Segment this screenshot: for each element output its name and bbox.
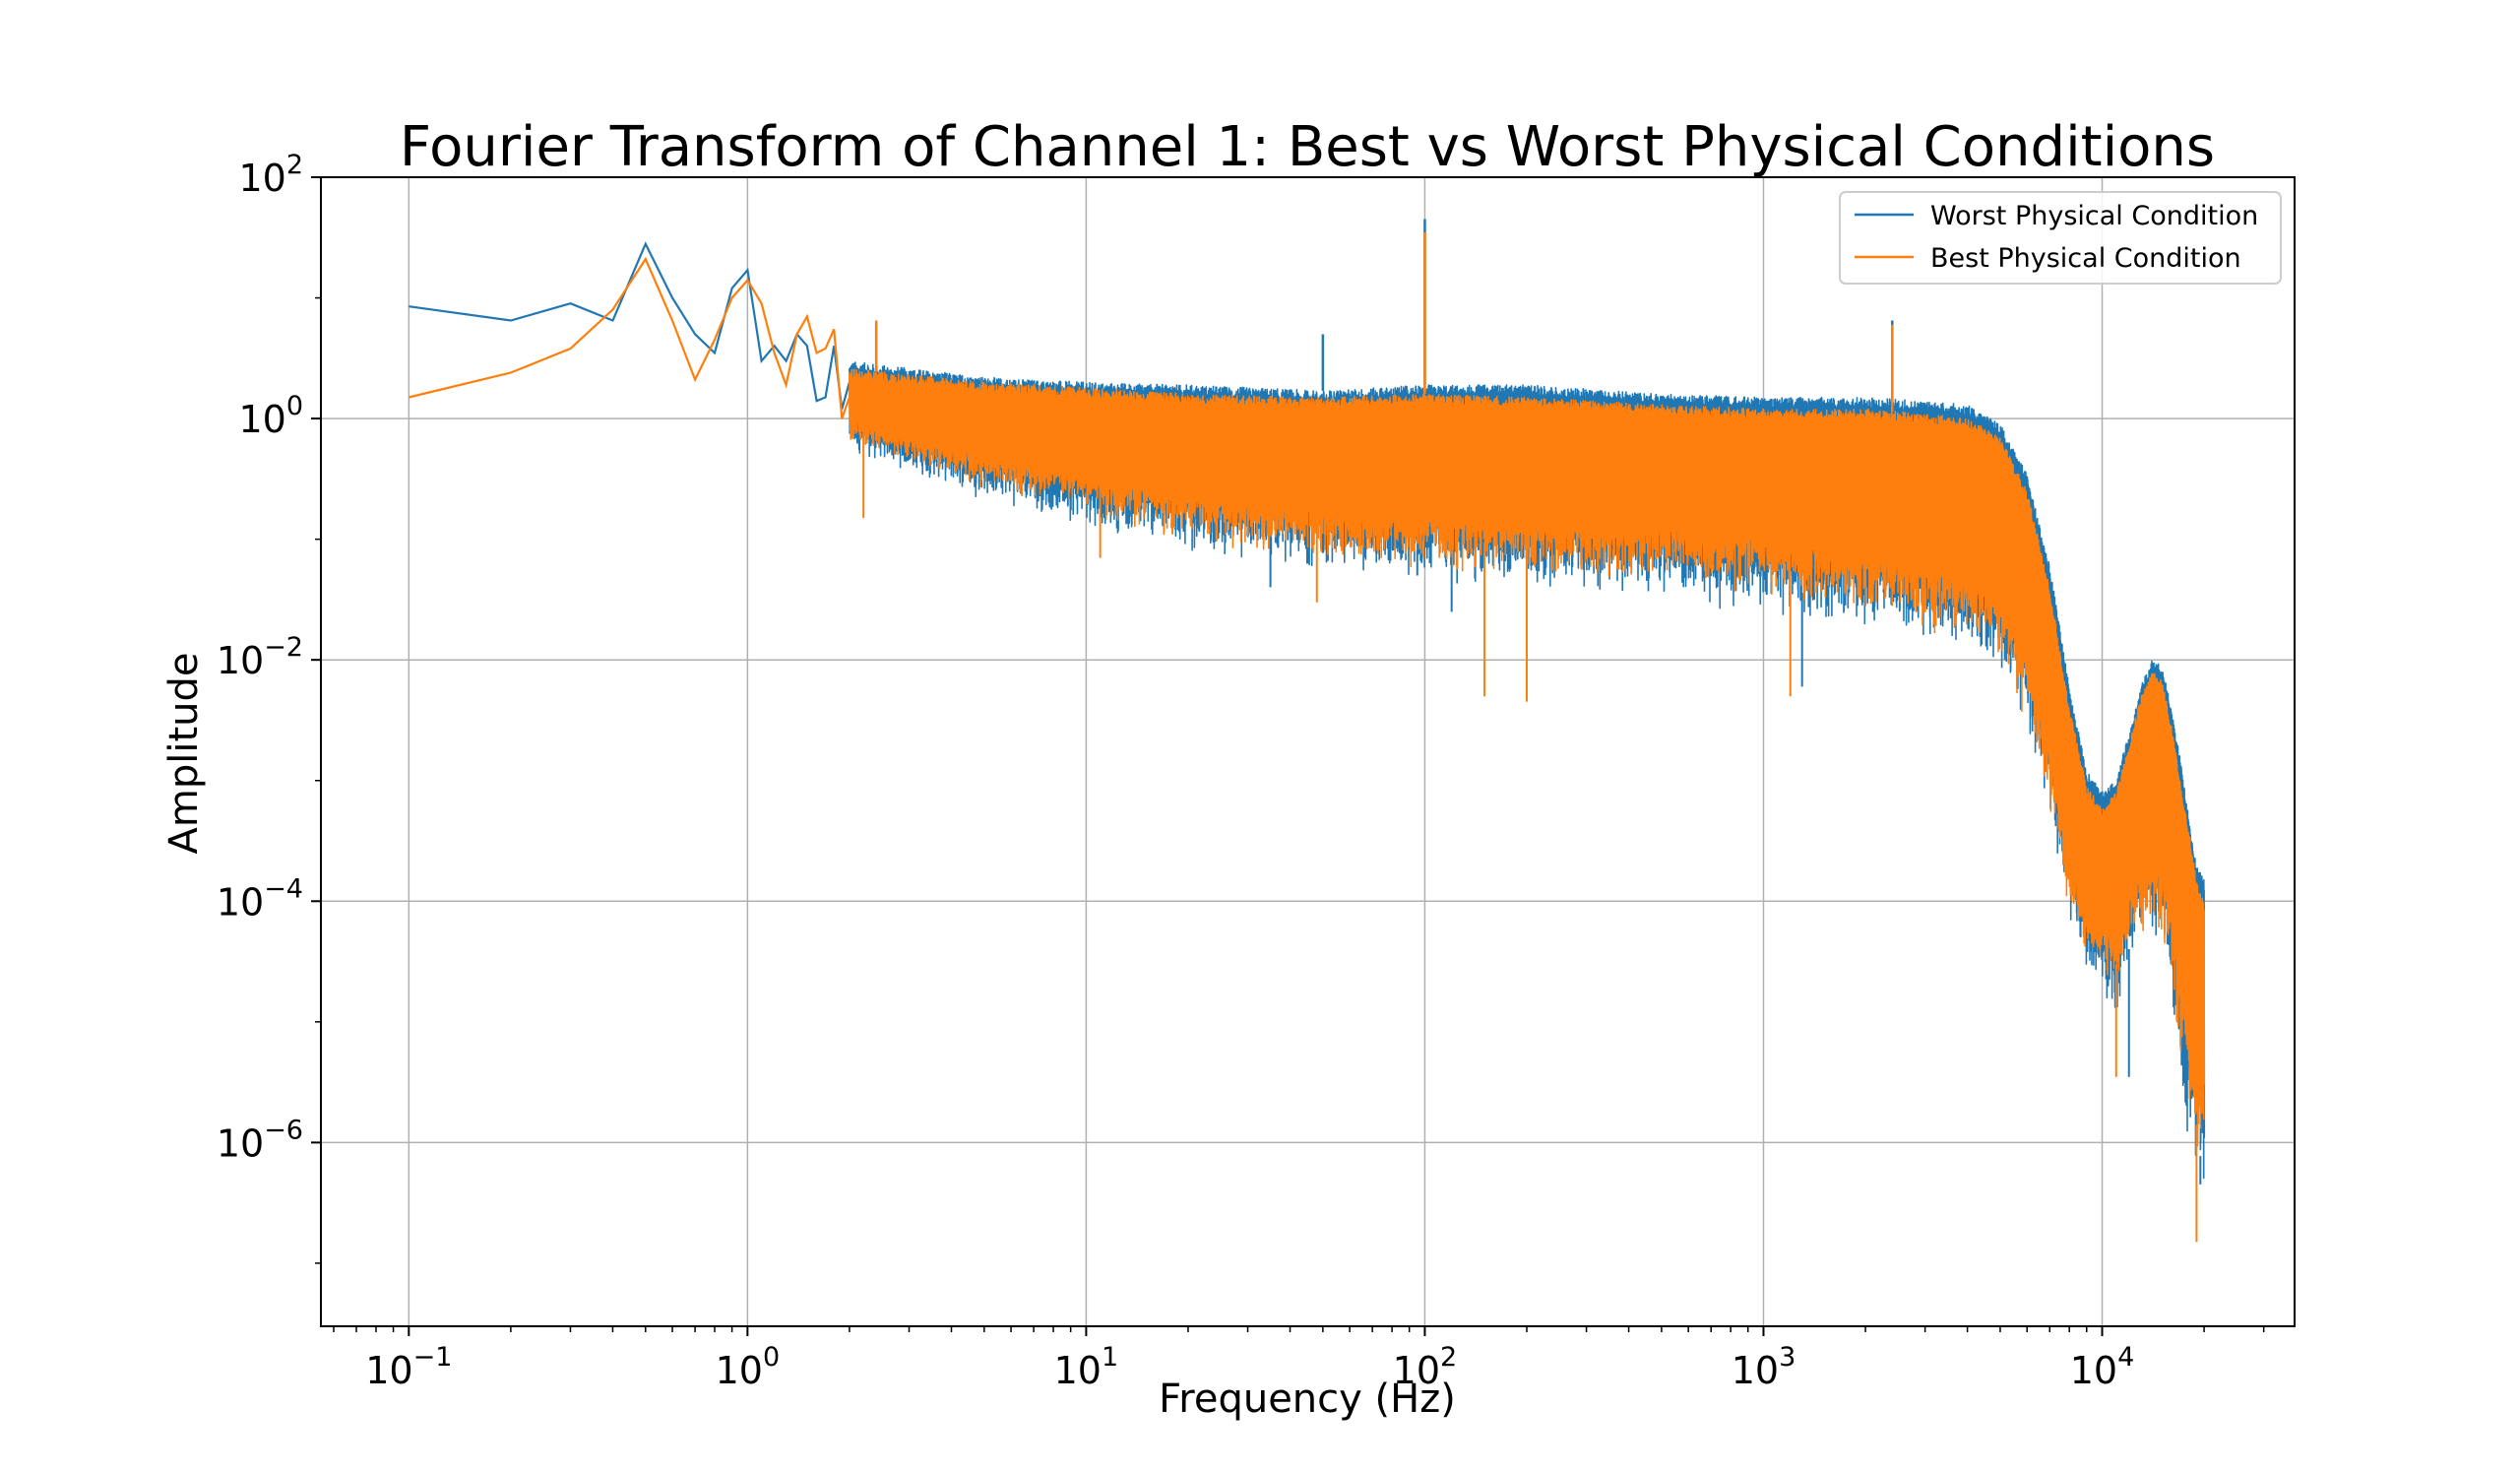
legend: Worst Physical Condition Best Physical C… [1839,191,2282,285]
x-tick-label: 100 [716,1342,781,1392]
x-tick-label: 102 [1393,1342,1458,1392]
y-axis-label: Amplitude [161,653,207,855]
x-axis-label: Frequency (Hz) [1159,1376,1456,1422]
y-tick-label: 102 [238,150,303,200]
y-tick-label: 10−2 [217,632,303,682]
legend-box [1839,191,2282,285]
series-group [409,219,2206,1243]
plot-frame [320,176,2296,1327]
plot-area [409,219,2206,1243]
x-tick-label: 103 [1732,1342,1796,1392]
y-tick-label: 10−6 [217,1115,303,1165]
low-frequency-line [409,241,850,410]
x-tick-label: 101 [1054,1342,1119,1392]
y-tick-label: 100 [238,391,303,441]
x-tick-label: 10−1 [365,1342,452,1392]
legend-label-worst: Worst Physical Condition [1930,201,2258,231]
x-tick-label: 104 [2070,1342,2135,1392]
y-tick-label: 10−4 [217,873,303,924]
x-ticks: 10−1 100 101 102 103 104 [333,1326,2265,1392]
low-frequency-line [409,256,850,419]
chart-title: Fourier Transform of Channel 1: Best vs … [400,115,2215,179]
series-best [409,231,2206,1243]
y-ticks: 102 100 10−2 10−4 10−6 [217,150,321,1264]
legend-label-best: Best Physical Condition [1930,243,2241,274]
spectrum-band [849,368,2206,1147]
